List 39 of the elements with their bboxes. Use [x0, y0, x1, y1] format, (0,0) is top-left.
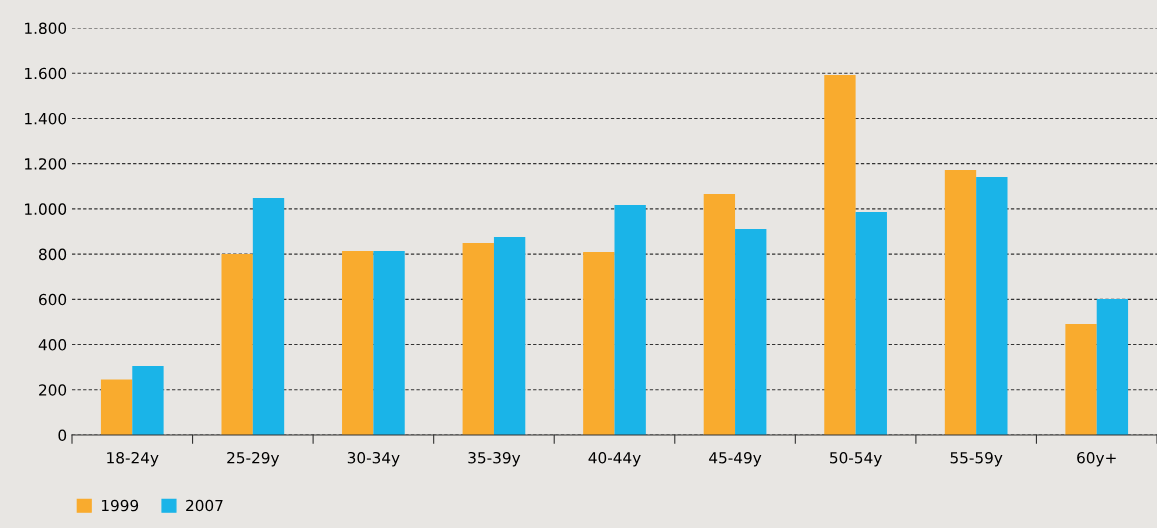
bar — [100, 379, 133, 435]
bar — [944, 170, 977, 435]
y-tick-label: 800 — [39, 248, 67, 261]
y-tick-label: 200 — [39, 384, 67, 396]
x-tick-label: 55-59y — [950, 451, 1003, 467]
x-tick-label: 45-49y — [709, 451, 762, 467]
y-tick-label: 600 — [39, 293, 67, 306]
bar — [1096, 299, 1129, 435]
x-tick-label: 25-29y — [227, 451, 280, 467]
bar — [342, 250, 374, 435]
bar — [855, 212, 887, 435]
y-tick-label: 0 — [58, 429, 67, 442]
y-tick-label: 400 — [38, 339, 67, 351]
bar — [703, 193, 736, 435]
bar — [373, 250, 405, 435]
legend-label: 2007 — [186, 499, 223, 512]
x-tick-label: 60y+ — [1077, 451, 1116, 467]
bar — [132, 366, 164, 435]
x-tick-label: 35-39y — [468, 451, 521, 467]
bar — [824, 75, 856, 435]
bar — [1065, 323, 1097, 435]
bar — [614, 205, 646, 435]
y-tick-label: 1.800 — [25, 22, 67, 35]
x-tick-label: 50-54y — [830, 451, 882, 467]
bar — [735, 229, 767, 435]
bar — [583, 252, 615, 435]
y-tick-label: 1.600 — [25, 67, 67, 80]
x-tick-label: 30-34y — [347, 451, 400, 467]
bar — [493, 236, 526, 435]
y-tick-label: 1.400 — [25, 112, 67, 125]
x-tick-label: 40-44y — [588, 451, 641, 467]
legend-label: 1999 — [101, 499, 139, 512]
bar — [976, 177, 1008, 435]
x-tick-label: 18-24y — [107, 451, 159, 467]
y-tick-label: 1.000 — [25, 203, 67, 215]
bar — [462, 243, 494, 435]
bar — [252, 198, 285, 435]
y-tick-label: 1.200 — [25, 158, 67, 170]
bar — [221, 254, 253, 435]
